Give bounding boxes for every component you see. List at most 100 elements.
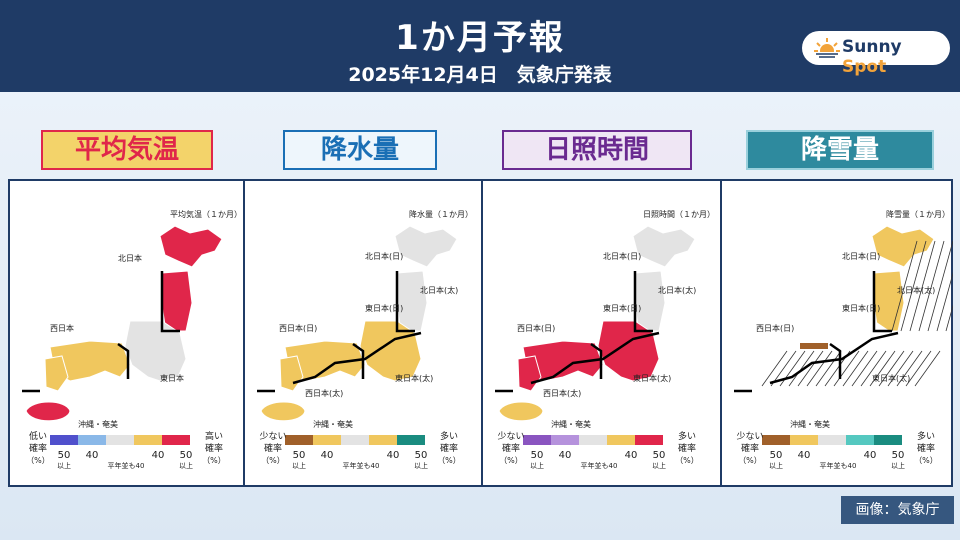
region-label: 西日本(日) [517, 323, 555, 333]
legend-tick-40: 40 [321, 450, 334, 461]
label-precipitation: 降水量 [283, 130, 437, 170]
panel-sunshine: 日照時間（１か月） 北日本(日) 北日本(太) 東日本(日) 西日本(日) 東日本(太) 西… [483, 181, 719, 485]
region-boundary [530, 331, 660, 385]
region-okinawa [260, 401, 306, 422]
logo-word-spot: Spot [842, 57, 887, 77]
hatch-line [896, 350, 923, 387]
legend-swatch [790, 435, 818, 445]
legend-prob-label: 確率 [678, 442, 696, 454]
hatch-line [842, 350, 869, 387]
hatch-line [891, 240, 918, 332]
region-tohoku [873, 270, 905, 332]
legend-tick-50: 50 [892, 450, 905, 461]
legend-prob-label: 確率 [502, 442, 520, 454]
hatch-line [860, 350, 887, 387]
legend-high-label: 多い [678, 430, 696, 442]
legend-low-label: 少ない [736, 431, 763, 442]
legend-unit-label: （%） [738, 456, 762, 465]
legend-prob-label: 確率 [917, 442, 935, 454]
legend-swatch [50, 435, 78, 445]
region-boundary [160, 271, 180, 333]
legend-tick-50: 50 [293, 450, 306, 461]
legend-prob-label: 確率 [205, 442, 223, 454]
panel-snowfall: 降雪量（１か月） 北日本(日) 北日本(太) 東日本(日) 西日本(日) 東日本(太) 沖縄… [722, 181, 958, 485]
legend-high-label: 高い [205, 430, 223, 442]
legend-swatch [818, 435, 846, 445]
region-label: 北日本(太) [897, 285, 935, 295]
legend-sub: 以上 [652, 461, 666, 470]
legend-prob-label: 確率 [264, 442, 282, 454]
legend-high-label: 多い [917, 430, 935, 442]
region-label: 北日本(太) [420, 285, 458, 295]
region-okinawa [737, 401, 783, 422]
panel-divider [481, 181, 483, 485]
legend-normal-note: 平年並も40 [820, 461, 857, 470]
region-hokkaido [159, 225, 223, 268]
region-label: 北日本(太) [658, 285, 696, 295]
legend-swatch [397, 435, 425, 445]
region-tohoku [396, 270, 428, 332]
region-boundary [395, 271, 415, 333]
region-boundary [352, 342, 365, 379]
legend-prob-label: 確率 [29, 442, 47, 454]
legend-unit-label: （%） [26, 456, 50, 465]
legend-swatch [762, 435, 790, 445]
legend-swatch [635, 435, 663, 445]
legend-sub: 以上 [891, 461, 905, 470]
region-label: 東日本(日) [603, 303, 641, 313]
legend-swatch [313, 435, 341, 445]
sun-icon [814, 38, 840, 59]
legend-sub: 以上 [530, 461, 544, 470]
legend-sub: 以上 [414, 461, 428, 470]
image-credit: 画像：気象庁 [841, 496, 954, 524]
region-boundary [829, 342, 842, 379]
legend-prob-label: 確率 [440, 442, 458, 454]
legend-sub: 以上 [769, 461, 783, 470]
legend-tick-50: 50 [770, 450, 783, 461]
legend-unit-label: （%） [261, 456, 285, 465]
legend-tick-50: 50 [180, 450, 193, 461]
region-boundary [590, 342, 603, 379]
region-hokkaido [394, 225, 458, 268]
legend-swatch [846, 435, 874, 445]
forecast-maps-frame: 平均気温（１か月） 北日本 西日本 東日本 沖縄・奄美 低い 確率 （%） 高い 確率 （%） 50 4… [8, 179, 953, 487]
header-bar [0, 0, 960, 92]
region-label: 西日本(太) [305, 388, 343, 398]
hatch-line [833, 350, 860, 387]
hatch-line [797, 350, 824, 387]
region-label: 北日本(日) [842, 251, 880, 261]
legend-swatch [579, 435, 607, 445]
legend-normal-note: 平年並も40 [581, 461, 618, 470]
hatch-line [878, 350, 905, 387]
legend-sub: 以上 [292, 461, 306, 470]
legend-tick-40: 40 [864, 450, 877, 461]
label-mean-temperature: 平均気温 [41, 130, 213, 170]
legend-tick-40: 40 [387, 450, 400, 461]
region-boundary [117, 342, 130, 379]
legend-tick-50: 50 [58, 450, 71, 461]
legend-swatch [134, 435, 162, 445]
legend-unit-label: （%） [202, 456, 226, 465]
hatch-line [806, 350, 833, 387]
region-label: 北日本 [118, 253, 142, 263]
map-title: 降水量（１か月） [409, 209, 473, 219]
legend-low-label: 低い [29, 430, 47, 442]
panel-precipitation: 降水量（１か月） 北日本(日) 北日本(太) 東日本(日) 西日本(日) 東日本(太) 西日… [245, 181, 481, 485]
map-title: 平均気温（１か月） [170, 209, 242, 219]
legend-swatch [285, 435, 313, 445]
legend-tick-50: 50 [653, 450, 666, 461]
logo-word-sunny: Sunny [842, 37, 902, 57]
issue-date: 2025年12月4日 気象庁発表 [348, 64, 612, 86]
region-label: 東日本(太) [633, 373, 671, 383]
legend-tick-40: 40 [798, 450, 811, 461]
region-boundary [633, 271, 653, 333]
region-tohoku [634, 270, 666, 332]
panel-divider [243, 181, 245, 485]
hatch-line [770, 350, 797, 387]
hatch-line [914, 350, 941, 387]
hatch-line [869, 350, 896, 387]
legend-tick-50: 50 [531, 450, 544, 461]
region-label: 東日本(太) [872, 373, 910, 383]
label-sunshine: 日照時間 [502, 130, 692, 170]
hatch-line [927, 240, 953, 332]
